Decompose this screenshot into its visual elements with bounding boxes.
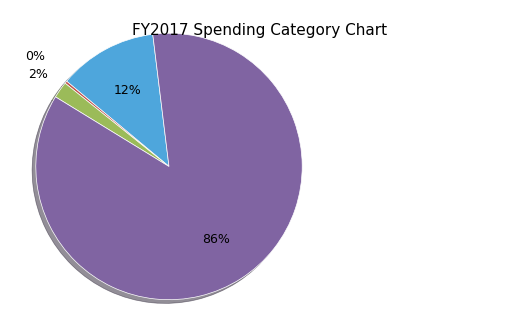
Wedge shape	[65, 81, 169, 166]
Legend: Wages & Salaries, Employee Benefits, Operating Expenses, Grants & Subsidies: Wages & Salaries, Employee Benefits, Ope…	[329, 120, 493, 229]
Wedge shape	[67, 34, 169, 166]
Text: 2%: 2%	[28, 68, 48, 81]
Text: FY2017 Spending Category Chart: FY2017 Spending Category Chart	[133, 23, 387, 38]
Text: 12%: 12%	[114, 84, 141, 97]
Text: 0%: 0%	[25, 50, 45, 63]
Text: 86%: 86%	[202, 233, 230, 246]
Wedge shape	[56, 83, 169, 166]
Wedge shape	[36, 33, 302, 300]
